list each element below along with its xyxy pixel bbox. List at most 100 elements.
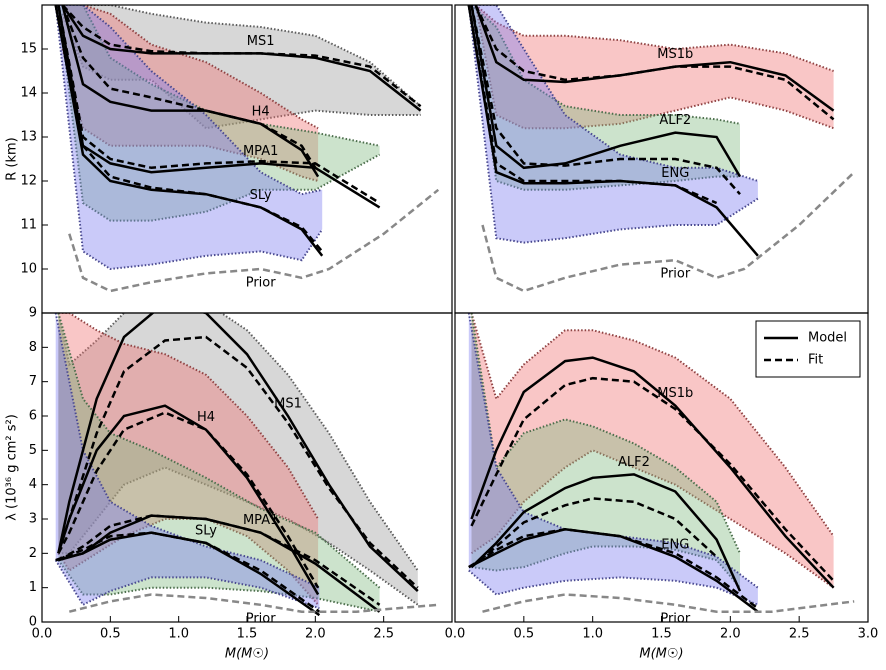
band: [58, 313, 418, 605]
band: [468, 313, 758, 605]
curve-label: ALF2: [618, 455, 650, 470]
x-tick-label: 1.0: [582, 627, 603, 642]
fit-line: [467, 5, 718, 205]
curve-label: MS1b: [657, 386, 693, 401]
fit-line: [54, 5, 324, 253]
x-tick-label: 3.0: [858, 627, 879, 642]
x-tick-label: 0.5: [513, 627, 534, 642]
band: [62, 5, 319, 181]
curve-label: MPA1: [243, 144, 278, 159]
band-edge: [470, 5, 740, 191]
y-tick-label: 0: [29, 615, 37, 630]
model-line: [467, 5, 759, 257]
fit-line: [470, 497, 718, 569]
y-tick-label: 3: [29, 512, 37, 527]
fit-line: [57, 514, 381, 606]
x-tick-label: 0.0: [445, 627, 466, 642]
y-tick-label: 11: [20, 218, 37, 233]
x-tick-label: 0.5: [100, 627, 121, 642]
band-edge: [54, 313, 320, 589]
y-tick-label: 13: [20, 130, 37, 145]
band: [58, 313, 380, 612]
band-edge: [470, 313, 835, 537]
x-tick-label: 1.5: [651, 627, 672, 642]
y-tick-label: 4: [29, 477, 37, 492]
y-tick-label: 7: [29, 374, 37, 389]
curve-label: SLy: [195, 524, 217, 539]
y-tick-label: 12: [20, 174, 37, 189]
band-edge: [62, 5, 319, 130]
curve-label: ALF2: [659, 113, 691, 128]
model-line: [57, 313, 419, 593]
model-line: [57, 5, 381, 209]
y-tick-label: 14: [20, 86, 37, 101]
y-tick-label: 8: [29, 340, 37, 355]
fit-line: [61, 5, 422, 108]
band-edge: [471, 545, 741, 589]
x-tick-label: 2.0: [305, 627, 326, 642]
band: [55, 5, 323, 269]
fit-line: [57, 5, 381, 205]
model-line: [61, 5, 320, 178]
band-edge: [474, 5, 834, 130]
band-edge: [468, 5, 759, 182]
curve-label: H4: [197, 410, 215, 425]
band: [471, 5, 740, 190]
band-edge: [61, 48, 319, 182]
band-edge: [467, 313, 759, 589]
x-tick-label: 1.5: [237, 627, 258, 642]
prior-line: [481, 171, 856, 293]
band-edge: [57, 559, 380, 613]
y-tick-label: 5: [29, 443, 37, 458]
band-edge: [54, 5, 324, 271]
x-tick-label: 1.0: [168, 627, 189, 642]
y-tick-label: 2: [29, 546, 37, 561]
curve-label: SLy: [250, 188, 272, 203]
curve-label: ENG: [661, 166, 689, 181]
y-axis-label: R (km): [5, 137, 20, 181]
plot-area: [54, 5, 440, 293]
band-edge: [468, 569, 759, 606]
fit-line: [55, 531, 321, 613]
curve-label: Prior: [660, 611, 691, 626]
band-edge: [57, 313, 381, 589]
legend-box: [755, 320, 861, 378]
x-tick-label: 2.5: [789, 627, 810, 642]
y-tick-label: 15: [20, 42, 37, 57]
y-tick-label: 9: [29, 306, 37, 321]
curve-label: MS1: [274, 397, 302, 412]
curve-label: ENG: [661, 537, 689, 552]
fit-line: [474, 5, 835, 121]
fit-line: [57, 411, 320, 589]
curve-label: Prior: [246, 276, 277, 291]
x-tick-label: 0.0: [32, 627, 53, 642]
band-edge: [54, 559, 320, 610]
band-edge: [61, 13, 421, 130]
curve-label: H4: [252, 104, 270, 119]
x-tick-label: 2.0: [720, 627, 741, 642]
band-edge: [470, 449, 835, 589]
plot-area: [54, 313, 439, 617]
band-edge: [470, 5, 741, 125]
band: [471, 313, 834, 588]
band-edge: [58, 466, 419, 606]
legend-label: Model: [808, 331, 847, 346]
band-edge: [467, 5, 759, 244]
model-line: [470, 5, 742, 178]
y-tick-label: 1: [29, 580, 37, 595]
curve-label: MS1b: [657, 47, 693, 62]
y-tick-label: 6: [29, 409, 37, 424]
fit-line: [470, 5, 741, 196]
curve-label: MPA1: [243, 513, 278, 528]
model-line: [57, 404, 320, 596]
model-line: [470, 356, 835, 589]
x-axis-label: M(M☉): [639, 647, 683, 662]
x-axis-label: M(M☉): [225, 647, 269, 662]
prior-line: [68, 593, 439, 613]
y-axis-label: λ (10³⁶ g cm² s²): [5, 414, 20, 521]
prior-line: [482, 593, 855, 613]
curve-label: Prior: [660, 267, 691, 282]
prior-line: [68, 188, 440, 293]
legend-label: Fit: [808, 353, 823, 368]
